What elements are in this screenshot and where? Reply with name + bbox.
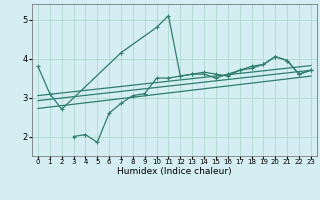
- X-axis label: Humidex (Indice chaleur): Humidex (Indice chaleur): [117, 167, 232, 176]
